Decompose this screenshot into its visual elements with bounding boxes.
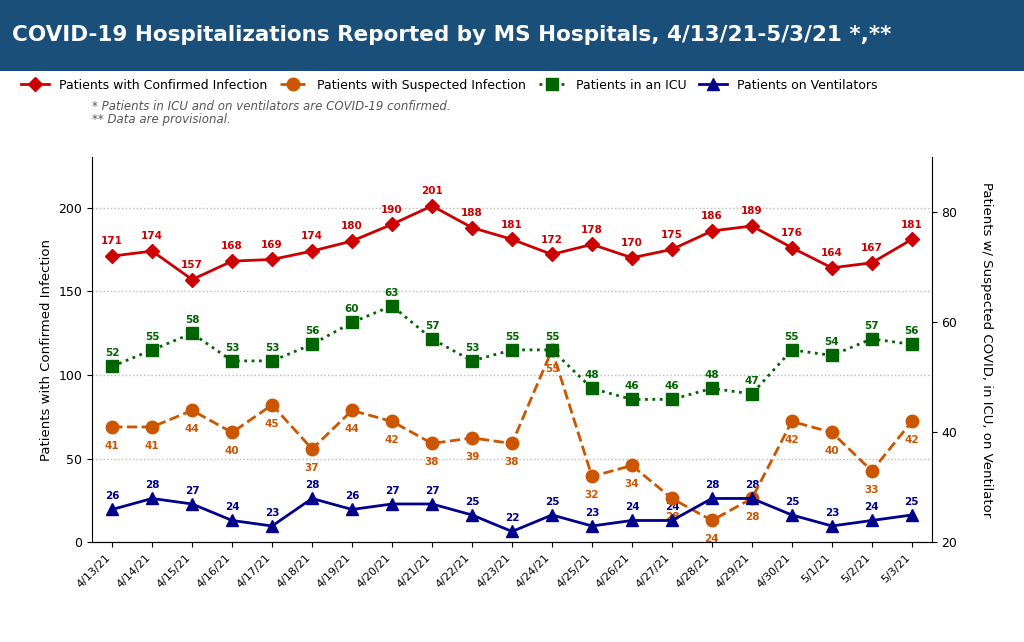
Text: 178: 178	[581, 225, 603, 235]
Text: 28: 28	[705, 480, 719, 490]
Text: 46: 46	[625, 381, 639, 391]
Text: 24: 24	[864, 502, 880, 512]
Text: 42: 42	[904, 435, 920, 446]
Text: 55: 55	[545, 331, 559, 342]
Text: 25: 25	[465, 497, 479, 507]
Text: 28: 28	[144, 480, 160, 490]
Text: 52: 52	[104, 348, 120, 358]
Text: 63: 63	[385, 288, 399, 297]
Text: 175: 175	[662, 230, 683, 239]
Text: 171: 171	[101, 236, 123, 247]
Text: 42: 42	[385, 435, 399, 446]
Text: 24: 24	[705, 534, 719, 544]
Text: 176: 176	[781, 228, 803, 238]
Text: 168: 168	[221, 241, 243, 252]
Text: 157: 157	[181, 260, 203, 270]
Text: 28: 28	[744, 512, 759, 523]
Text: 28: 28	[665, 512, 679, 523]
Text: 40: 40	[225, 446, 240, 456]
Text: 186: 186	[701, 211, 723, 221]
Text: 172: 172	[541, 235, 563, 245]
Y-axis label: Patients with Confirmed Infection: Patients with Confirmed Infection	[40, 239, 53, 461]
Text: 25: 25	[545, 497, 559, 507]
Text: 170: 170	[621, 238, 643, 248]
Text: 190: 190	[381, 205, 402, 214]
Text: 58: 58	[185, 315, 200, 325]
Text: * Patients in ICU and on ventilators are COVID-19 confirmed.: * Patients in ICU and on ventilators are…	[92, 100, 451, 114]
Text: 39: 39	[465, 452, 479, 462]
Text: 57: 57	[425, 320, 439, 331]
Text: 53: 53	[265, 343, 280, 352]
Text: 48: 48	[585, 370, 599, 380]
Text: 25: 25	[904, 497, 920, 507]
Text: 164: 164	[821, 248, 843, 258]
Text: 23: 23	[585, 508, 599, 517]
Text: 46: 46	[665, 381, 679, 391]
Text: 27: 27	[385, 485, 399, 496]
Text: 24: 24	[625, 502, 639, 512]
Text: 25: 25	[784, 497, 799, 507]
Text: 55: 55	[545, 364, 559, 374]
Text: 56: 56	[305, 326, 319, 336]
Text: 44: 44	[184, 424, 200, 434]
Text: 28: 28	[305, 480, 319, 490]
Text: 37: 37	[305, 463, 319, 473]
Text: 41: 41	[104, 441, 120, 451]
Text: 26: 26	[104, 491, 120, 501]
Text: 27: 27	[425, 485, 439, 496]
Text: 24: 24	[665, 502, 679, 512]
Text: 188: 188	[461, 208, 483, 218]
Text: 26: 26	[345, 491, 359, 501]
Text: ** Data are provisional.: ** Data are provisional.	[92, 113, 230, 126]
Text: 44: 44	[345, 424, 359, 434]
Text: 32: 32	[585, 490, 599, 500]
Text: 55: 55	[144, 331, 160, 342]
Text: 28: 28	[744, 480, 759, 490]
Text: 23: 23	[265, 508, 280, 517]
Text: 57: 57	[864, 320, 880, 331]
Text: 45: 45	[265, 419, 280, 429]
Text: 180: 180	[341, 221, 362, 231]
Y-axis label: Patients w/ Suspected COVID, in ICU, on Ventilator: Patients w/ Suspected COVID, in ICU, on …	[980, 182, 993, 517]
Text: 181: 181	[901, 220, 923, 230]
Text: 41: 41	[144, 441, 160, 451]
Text: 189: 189	[741, 206, 763, 216]
Text: 174: 174	[301, 231, 324, 241]
Text: 48: 48	[705, 370, 719, 380]
Text: 34: 34	[625, 480, 639, 489]
Text: 56: 56	[904, 326, 920, 336]
Text: 201: 201	[421, 186, 443, 196]
Text: 53: 53	[225, 343, 240, 352]
Text: 60: 60	[345, 304, 359, 314]
Text: 167: 167	[861, 243, 883, 253]
Text: 38: 38	[425, 457, 439, 467]
Text: 54: 54	[824, 337, 840, 347]
Text: 174: 174	[141, 231, 163, 241]
Text: 42: 42	[784, 435, 799, 446]
Text: 27: 27	[184, 485, 200, 496]
Text: 55: 55	[784, 331, 799, 342]
Legend: Patients with Confirmed Infection, Patients with Suspected Infection, Patients i: Patients with Confirmed Infection, Patie…	[16, 74, 883, 97]
Text: 55: 55	[505, 331, 519, 342]
Text: 38: 38	[505, 457, 519, 467]
Text: 47: 47	[744, 376, 759, 386]
Text: 22: 22	[505, 513, 519, 523]
Text: 23: 23	[824, 508, 839, 517]
Text: 53: 53	[465, 343, 479, 352]
Text: 40: 40	[824, 446, 840, 456]
Text: 181: 181	[501, 220, 523, 230]
Text: 33: 33	[864, 485, 880, 495]
Text: 24: 24	[225, 502, 240, 512]
Text: 169: 169	[261, 239, 283, 250]
Text: COVID-19 Hospitalizations Reported by MS Hospitals, 4/13/21-5/3/21 *,**: COVID-19 Hospitalizations Reported by MS…	[12, 25, 892, 46]
